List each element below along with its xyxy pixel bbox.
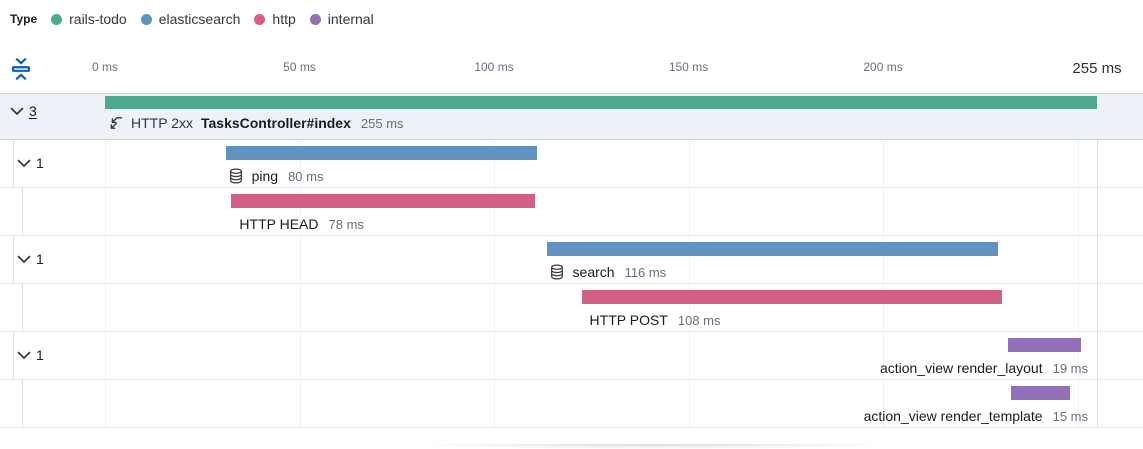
legend-title: Type: [10, 12, 38, 26]
children-count[interactable]: 1: [36, 155, 44, 171]
span-label: ping 80 ms: [228, 166, 324, 186]
span-name: ping: [251, 168, 279, 184]
legend-dot: [254, 13, 266, 25]
type-legend: Type rails-todo elasticsearch http internal: [10, 8, 388, 30]
waterfall-chart: 3 HTTP 2xx TasksController#index 255 ms 1 pin…: [0, 93, 1143, 428]
gridline: [299, 93, 301, 428]
indent-guide: [13, 236, 14, 283]
waterfall-row: HTTP POST 108 ms: [0, 284, 1143, 332]
legend-dot: [309, 13, 321, 25]
span-label: HTTP 2xx TasksController#index 255 ms: [107, 113, 404, 133]
legend-item-label: internal: [327, 11, 374, 27]
span-name: TasksController#index: [200, 115, 351, 131]
indent-guide: [13, 140, 14, 187]
gridline: [105, 93, 106, 428]
span-duration: 80 ms: [288, 168, 324, 184]
children-count[interactable]: 3: [29, 103, 37, 119]
span-duration: 116 ms: [624, 264, 667, 280]
indent-guide: [22, 284, 23, 331]
span-bar[interactable]: [546, 242, 998, 256]
accordion-toggle[interactable]: 1: [17, 155, 44, 171]
collapse-all-button[interactable]: [9, 55, 33, 83]
legend-item: internal: [309, 11, 374, 27]
indent-guide: [22, 380, 23, 427]
span-duration: 19 ms: [1052, 360, 1088, 376]
span-duration: 255 ms: [360, 115, 404, 131]
span-duration: 15 ms: [1052, 408, 1088, 424]
span-label: HTTP HEAD 78 ms: [239, 214, 364, 234]
merge-icon: [107, 115, 123, 131]
indent-guide: [13, 332, 14, 379]
legend-item: elasticsearch: [140, 11, 241, 27]
chevron-down-icon: [17, 255, 31, 263]
span-label: action_view render_template 15 ms: [864, 406, 1088, 426]
span-label: action_view render_layout 19 ms: [880, 358, 1088, 378]
legend-item: http: [254, 11, 296, 27]
waterfall-row: 1 ping 80 ms: [0, 140, 1143, 188]
span-name: HTTP HEAD: [239, 216, 319, 232]
axis-tick: 50 ms: [283, 60, 316, 74]
span-bar[interactable]: [1011, 386, 1070, 400]
waterfall-row: action_view render_template 15 ms: [0, 380, 1143, 428]
axis-tick: 150 ms: [668, 60, 709, 74]
span-name: action_view render_template: [863, 408, 1043, 424]
span-duration: 108 ms: [677, 312, 721, 328]
legend-item-label: elasticsearch: [158, 11, 241, 27]
chevron-down-icon: [17, 351, 31, 359]
database-icon: [549, 264, 565, 280]
span-label: HTTP POST 108 ms: [590, 310, 721, 330]
gridline: [494, 93, 496, 428]
span-bar[interactable]: [231, 194, 535, 208]
chevron-down-icon: [10, 107, 24, 115]
accordion-toggle[interactable]: 1: [17, 251, 44, 267]
transaction-bar[interactable]: [105, 96, 1097, 109]
waterfall-row: 1 search 116 ms: [0, 236, 1143, 284]
span-name: action_view render_layout: [879, 360, 1043, 376]
legend-dot: [140, 13, 152, 25]
span-label: search 116 ms: [549, 262, 667, 282]
chevron-down-icon: [17, 159, 31, 167]
gridline: [688, 93, 690, 428]
axis-tick: 100 ms: [474, 60, 514, 74]
accordion-toggle[interactable]: 3: [10, 103, 37, 119]
children-count[interactable]: 1: [36, 251, 44, 267]
span-duration: 78 ms: [328, 216, 364, 232]
waterfall-row: 1 action_view render_layout 19 ms: [0, 332, 1143, 380]
span-bar[interactable]: [581, 290, 1002, 304]
accordion-toggle[interactable]: 1: [17, 347, 44, 363]
axis-tick: 255 ms: [1072, 60, 1122, 77]
span-name: HTTP POST: [589, 312, 668, 328]
span-bar[interactable]: [1007, 338, 1082, 352]
legend-dot: [51, 13, 63, 25]
indent-guide: [22, 188, 23, 235]
axis-tick: 200 ms: [863, 60, 903, 74]
legend-item-label: rails-todo: [69, 11, 127, 27]
gridline: [883, 93, 885, 428]
children-count[interactable]: 1: [36, 347, 44, 363]
legend-item: rails-todo: [51, 11, 127, 27]
waterfall-row: 3 HTTP 2xx TasksController#index 255 ms: [0, 93, 1143, 140]
database-icon: [228, 168, 244, 184]
waterfall-row: HTTP HEAD 78 ms: [0, 188, 1143, 236]
span-bar[interactable]: [225, 146, 537, 160]
bottom-shadow: [410, 444, 900, 449]
axis-tick: 0 ms: [91, 60, 119, 74]
legend-item-label: http: [272, 11, 296, 27]
gridline-edge: [1097, 93, 1098, 428]
span-prefix: HTTP 2xx: [131, 115, 193, 131]
fold-icon: [11, 57, 31, 81]
gridline: [1077, 93, 1079, 428]
span-name: search: [572, 264, 615, 280]
